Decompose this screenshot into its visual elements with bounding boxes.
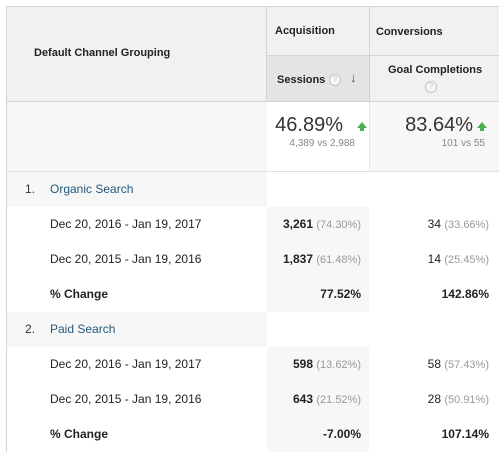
sessions-cell: 643 (21.52%) xyxy=(267,382,369,417)
goals-cell: 58 (57.43%) xyxy=(369,347,499,382)
goals-cell: 28 (50.91%) xyxy=(369,382,499,417)
goals-number: 28 xyxy=(427,392,442,406)
date-range: Dec 20, 2016 - Jan 19, 2017 xyxy=(50,357,202,371)
goal-total-cell: 83.64% 101 vs 55 xyxy=(369,102,499,172)
date-range: Dec 20, 2016 - Jan 19, 2017 xyxy=(50,217,202,231)
sessions-change: -7.00% xyxy=(322,427,361,441)
sessions-cell: 598 (13.62%) xyxy=(267,347,369,382)
change-label: % Change xyxy=(50,427,109,441)
conversions-group-header[interactable]: Conversions xyxy=(369,6,499,56)
table-row-group: 1. Organic Search xyxy=(6,172,499,207)
table-row: Dec 20, 2016 - Jan 19, 2017 598 (13.62%)… xyxy=(6,347,499,382)
goals-percent: (25.45%) xyxy=(444,254,489,266)
help-icon[interactable]: ? xyxy=(425,81,437,93)
change-label-cell: % Change xyxy=(6,277,267,312)
goals-change-cell: 107.14% xyxy=(369,417,499,452)
channel-link-organic-search[interactable]: Organic Search xyxy=(50,182,134,196)
date-cell: Dec 20, 2016 - Jan 19, 2017 xyxy=(6,347,267,382)
goals-value: 14 (25.45%) xyxy=(428,252,489,266)
goals-cell: 14 (25.45%) xyxy=(369,242,499,277)
goals-number: 34 xyxy=(427,217,442,231)
sessions-value: 598 (13.62%) xyxy=(293,357,361,371)
change-label: % Change xyxy=(50,287,109,301)
sessions-percent: (13.62%) xyxy=(316,359,361,371)
goals-percent: (33.66%) xyxy=(444,219,489,231)
goals-change-cell: 142.86% xyxy=(369,277,499,312)
sessions-cell: 1,837 (61.48%) xyxy=(267,242,369,277)
date-cell: Dec 20, 2016 - Jan 19, 2017 xyxy=(6,207,267,242)
table-row-group: 2. Paid Search xyxy=(6,312,499,347)
group-goals-cell xyxy=(369,312,499,347)
goal-completions-column-header[interactable]: Goal Completions ? xyxy=(369,56,499,102)
goals-percent: (50.91%) xyxy=(444,394,489,406)
sessions-number: 1,837 xyxy=(282,252,314,266)
group-dimension-cell: 2. Paid Search xyxy=(6,312,267,347)
sessions-number: 643 xyxy=(292,392,314,406)
row-index: 1. xyxy=(25,182,36,196)
goals-number: 58 xyxy=(427,357,442,371)
sessions-change-cell: 77.52% xyxy=(267,277,369,312)
goal-completions-header-label: Goal Completions xyxy=(388,64,483,76)
sessions-total-cell: 46.89% 4,389 vs 2,988 xyxy=(267,102,369,172)
arrow-up-icon xyxy=(477,122,487,131)
sessions-total-change: 46.89% xyxy=(275,114,343,136)
sessions-percent: (61.48%) xyxy=(316,254,361,266)
goals-cell: 34 (33.66%) xyxy=(369,207,499,242)
goals-percent: (57.43%) xyxy=(444,359,489,371)
sessions-change-cell: -7.00% xyxy=(267,417,369,452)
totals-dimension-cell xyxy=(6,102,267,172)
sessions-percent: (74.30%) xyxy=(316,219,361,231)
table-row-change: % Change -7.00% 107.14% xyxy=(6,417,499,452)
sessions-header-label: Sessions xyxy=(277,74,326,86)
sessions-percent: (21.52%) xyxy=(316,394,361,406)
goals-value: 28 (50.91%) xyxy=(428,392,489,406)
help-icon[interactable]: ? xyxy=(329,74,341,86)
group-goals-cell xyxy=(369,172,499,207)
sessions-number: 598 xyxy=(292,357,314,371)
table-row: Dec 20, 2016 - Jan 19, 2017 3,261 (74.30… xyxy=(6,207,499,242)
sort-descending-icon[interactable]: ↓ xyxy=(350,70,357,85)
group-sessions-cell xyxy=(267,172,369,207)
acquisition-label: Acquisition xyxy=(275,25,335,37)
goals-change: 107.14% xyxy=(441,427,489,441)
table-row-change: % Change 77.52% 142.86% xyxy=(6,277,499,312)
sessions-total-compare: 4,389 vs 2,988 xyxy=(289,138,355,149)
date-range: Dec 20, 2015 - Jan 19, 2016 xyxy=(50,252,202,266)
sessions-value: 1,837 (61.48%) xyxy=(283,252,361,266)
sessions-change: 77.52% xyxy=(320,287,361,301)
change-label-cell: % Change xyxy=(6,417,267,452)
arrow-up-icon xyxy=(357,122,367,131)
dimension-header-label: Default Channel Grouping xyxy=(34,47,171,59)
date-cell: Dec 20, 2015 - Jan 19, 2016 xyxy=(6,242,267,277)
goals-number: 14 xyxy=(427,252,442,266)
date-range: Dec 20, 2015 - Jan 19, 2016 xyxy=(50,392,202,406)
date-cell: Dec 20, 2015 - Jan 19, 2016 xyxy=(6,382,267,417)
sessions-value: 3,261 (74.30%) xyxy=(283,217,361,231)
sessions-value: 643 (21.52%) xyxy=(293,392,361,406)
group-dimension-cell: 1. Organic Search xyxy=(6,172,267,207)
channel-link-paid-search[interactable]: Paid Search xyxy=(50,322,116,336)
goal-total-change: 83.64% xyxy=(405,114,473,136)
goal-total-compare: 101 vs 55 xyxy=(441,138,485,149)
acquisition-group-header: Acquisition xyxy=(267,6,369,56)
table-row: Dec 20, 2015 - Jan 19, 2016 1,837 (61.48… xyxy=(6,242,499,277)
conversions-label: Conversions xyxy=(376,26,443,38)
dimension-header[interactable]: Default Channel Grouping xyxy=(6,6,267,102)
goals-change: 142.86% xyxy=(441,287,489,301)
row-index: 2. xyxy=(25,322,36,336)
group-sessions-cell xyxy=(267,312,369,347)
goals-value: 34 (33.66%) xyxy=(428,217,489,231)
goals-value: 58 (57.43%) xyxy=(428,357,489,371)
sessions-column-header[interactable]: Sessions ? ↓ xyxy=(267,56,369,102)
table-row: Dec 20, 2015 - Jan 19, 2016 643 (21.52%)… xyxy=(6,382,499,417)
sessions-cell: 3,261 (74.30%) xyxy=(267,207,369,242)
sessions-number: 3,261 xyxy=(282,217,314,231)
